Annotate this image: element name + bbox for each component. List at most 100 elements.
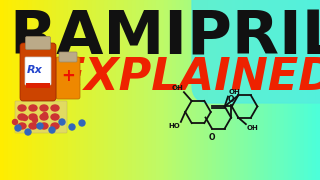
Text: OH: OH <box>228 89 240 95</box>
Bar <box>68 0 73 180</box>
FancyBboxPatch shape <box>56 57 80 99</box>
Bar <box>188 0 193 180</box>
Circle shape <box>15 125 21 131</box>
Ellipse shape <box>40 105 48 111</box>
Bar <box>224 0 229 180</box>
Bar <box>200 0 205 180</box>
Text: HO: HO <box>169 123 180 129</box>
Bar <box>140 0 145 180</box>
Text: OH: OH <box>172 85 183 91</box>
Text: RAMIPRIL: RAMIPRIL <box>9 8 320 68</box>
Bar <box>152 0 157 180</box>
Bar <box>48 0 53 180</box>
Bar <box>80 0 85 180</box>
Bar <box>148 0 153 180</box>
Text: +: + <box>61 67 75 85</box>
Bar <box>284 0 289 180</box>
Bar <box>132 0 137 180</box>
Bar <box>108 0 113 180</box>
Bar <box>8 0 13 180</box>
Bar <box>26 83 50 88</box>
Text: EXPLAINED: EXPLAINED <box>54 55 320 98</box>
Circle shape <box>59 119 65 125</box>
Bar <box>4 0 9 180</box>
Bar <box>256 0 261 180</box>
Bar <box>28 0 33 180</box>
Circle shape <box>25 129 31 135</box>
Bar <box>196 0 201 180</box>
Bar <box>144 0 149 180</box>
FancyBboxPatch shape <box>25 57 51 85</box>
Bar <box>128 0 133 180</box>
Bar <box>172 0 177 180</box>
Bar <box>204 0 209 180</box>
Bar <box>16 0 21 180</box>
Bar <box>120 0 125 180</box>
Ellipse shape <box>40 114 48 120</box>
Bar <box>220 0 225 180</box>
Circle shape <box>79 120 85 126</box>
Bar <box>312 0 317 180</box>
Bar <box>12 0 17 180</box>
Circle shape <box>22 116 28 120</box>
Bar <box>308 0 313 180</box>
Bar <box>64 0 69 180</box>
Bar <box>124 0 129 180</box>
Bar <box>168 0 173 180</box>
Ellipse shape <box>51 105 59 111</box>
Circle shape <box>43 112 47 118</box>
Ellipse shape <box>18 123 26 129</box>
Bar <box>296 0 301 180</box>
Text: O: O <box>228 95 234 104</box>
Bar <box>40 0 45 180</box>
Circle shape <box>49 127 55 133</box>
Bar <box>60 0 65 180</box>
Bar <box>208 0 213 180</box>
Bar <box>252 0 257 180</box>
Ellipse shape <box>29 114 37 120</box>
Ellipse shape <box>29 123 37 129</box>
Bar <box>76 0 81 180</box>
Bar <box>44 0 49 180</box>
Bar <box>228 0 233 180</box>
Bar <box>232 0 237 180</box>
Bar <box>292 0 297 180</box>
Bar <box>192 0 197 180</box>
FancyBboxPatch shape <box>20 43 56 101</box>
Bar <box>236 0 241 180</box>
Bar <box>36 0 41 180</box>
Bar <box>160 0 165 180</box>
Bar <box>136 0 141 180</box>
Bar <box>268 0 273 180</box>
Bar <box>180 0 185 180</box>
Bar <box>244 0 249 180</box>
Bar <box>248 0 253 180</box>
Ellipse shape <box>51 114 59 120</box>
Bar <box>56 0 61 180</box>
Bar <box>32 0 37 180</box>
Circle shape <box>37 123 43 129</box>
Bar <box>260 0 265 180</box>
Ellipse shape <box>40 123 48 129</box>
Bar <box>24 0 29 180</box>
Bar <box>92 0 97 180</box>
FancyBboxPatch shape <box>59 52 77 62</box>
Bar <box>240 0 245 180</box>
Circle shape <box>33 118 37 123</box>
Bar <box>20 0 25 180</box>
Bar <box>104 0 109 180</box>
Bar <box>52 0 57 180</box>
Bar <box>280 0 285 180</box>
Bar <box>288 0 293 180</box>
Bar <box>276 0 281 180</box>
Ellipse shape <box>29 105 37 111</box>
Bar <box>112 0 117 180</box>
Ellipse shape <box>18 105 26 111</box>
Ellipse shape <box>18 114 26 120</box>
Circle shape <box>12 120 18 125</box>
FancyBboxPatch shape <box>192 0 320 103</box>
FancyBboxPatch shape <box>15 101 67 133</box>
Bar <box>264 0 269 180</box>
Bar <box>212 0 217 180</box>
Bar <box>272 0 277 180</box>
